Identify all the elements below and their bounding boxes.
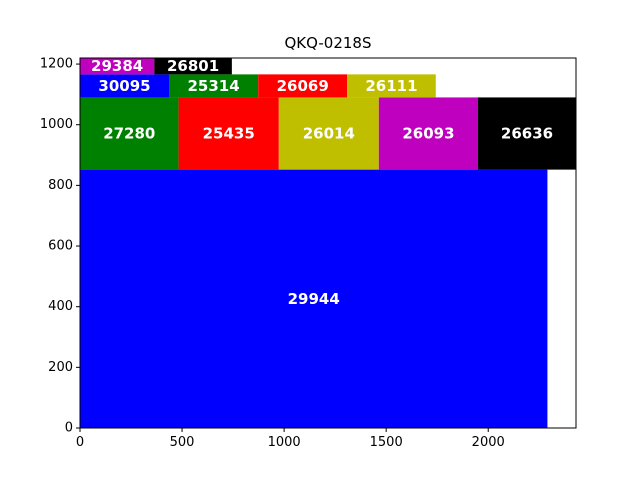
- treemap-rect-label-11: 26801: [167, 57, 219, 75]
- treemap-rect-3: [278, 97, 379, 170]
- y-tick-label-1: 200: [48, 360, 73, 375]
- plot-frame: [79, 57, 577, 429]
- y-tick-label-2: 400: [48, 299, 73, 314]
- treemap-rect-4: [378, 97, 479, 170]
- y-tick-label-0: 0: [65, 421, 73, 436]
- y-tick-label-4: 800: [48, 178, 73, 193]
- y-tick-label-3: 600: [48, 239, 73, 254]
- treemap-rect-label-3: 26014: [303, 125, 355, 143]
- y-axis: 0 200 400 600 800 1000 1200: [40, 57, 80, 436]
- treemap-rect-2: [178, 97, 279, 170]
- x-tick-label-0: 0: [76, 435, 84, 450]
- x-tick-label-4: 2000: [472, 435, 505, 450]
- treemap-rect-label-8: 26069: [277, 77, 329, 95]
- treemap-rect-label-5: 26636: [501, 125, 553, 143]
- x-tick-label-1: 500: [170, 435, 195, 450]
- treemap-rect-8: [258, 74, 348, 98]
- treemap-rect-label-10: 29384: [91, 57, 143, 75]
- x-axis: 0 500 1000 1500 2000: [76, 428, 505, 450]
- chart-title: QKQ-0218S: [285, 34, 372, 52]
- treemap-rect-7: [168, 74, 259, 98]
- treemap-rect-0: [80, 169, 548, 428]
- x-tick-label-3: 1500: [370, 435, 403, 450]
- treemap-rect-label-2: 25435: [203, 125, 255, 143]
- treemap-rect-label-4: 26093: [402, 125, 454, 143]
- treemap-rect-11: [154, 58, 232, 75]
- y-tick-label-5: 1000: [40, 117, 73, 132]
- x-tick-label-2: 1000: [268, 435, 301, 450]
- treemap-rect-9: [347, 74, 436, 98]
- y-tick-label-6: 1200: [40, 57, 73, 72]
- treemap-rectangle-labels: 29944 27280 25435 26014 26093 26636 30095 25314…: [91, 57, 553, 308]
- treemap-rect-5: [478, 97, 576, 170]
- treemap-rect-10: [80, 58, 155, 75]
- treemap-rect-1: [80, 97, 179, 170]
- treemap-rect-label-6: 30095: [98, 77, 150, 95]
- treemap-rect-label-9: 26111: [365, 77, 417, 95]
- treemap-rect-label-1: 27280: [103, 125, 155, 143]
- treemap-rectangles: [80, 58, 576, 428]
- treemap-rect-6: [80, 74, 169, 98]
- treemap-rect-label-0: 29944: [288, 290, 340, 308]
- treemap-rect-label-7: 25314: [187, 77, 239, 95]
